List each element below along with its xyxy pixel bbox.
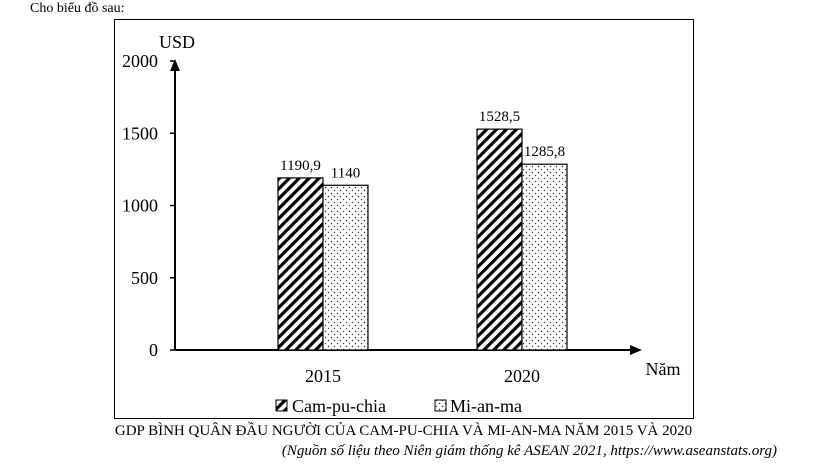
chart-frame: [114, 19, 694, 419]
legend-swatch-hatch: [275, 399, 288, 412]
chart-title: GDP BÌNH QUÂN ĐẦU NGƯỜI CỦA CAM-PU-CHIA …: [114, 423, 693, 439]
data-label: 1528,5: [479, 109, 520, 125]
chart-source: (Nguồn số liệu theo Niên giám thống kê A…: [281, 443, 777, 459]
y-tick-label: 2000: [122, 51, 158, 71]
bar-mi-an-ma-2015: [322, 184, 369, 351]
x-axis-title: Năm: [646, 359, 681, 379]
y-tick-label: 1500: [122, 123, 158, 143]
y-tick-label: 1000: [122, 196, 158, 216]
y-tick-label: 0: [149, 340, 158, 360]
intro-text: Cho biểu đồ sau:: [30, 1, 125, 16]
bar-mi-an-ma-2020: [521, 163, 568, 351]
data-label: 1140: [331, 165, 360, 181]
legend-swatch-dots: [434, 399, 447, 412]
bar-cam-pu-chia-2015: [277, 177, 324, 351]
data-label: 1285,8: [524, 144, 565, 160]
y-tick-label: 500: [131, 268, 158, 288]
data-label: 1190,9: [280, 158, 321, 174]
x-tick-label: 2020: [504, 366, 540, 386]
y-axis-title: USD: [159, 32, 195, 52]
x-tick-label: 2015: [305, 366, 341, 386]
y-axis-arrow-icon: [170, 59, 180, 71]
x-axis-arrow-icon: [630, 345, 642, 355]
legend-label: Mi-an-ma: [450, 396, 522, 416]
bar-cam-pu-chia-2020: [476, 128, 523, 351]
legend-label: Cam-pu-chia: [292, 396, 386, 416]
